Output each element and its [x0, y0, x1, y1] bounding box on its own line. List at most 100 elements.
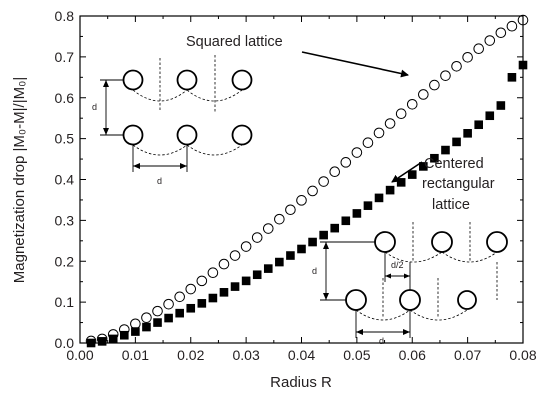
y-axis-title: Magnetization drop |M₀-M|/|M₀|: [11, 77, 28, 283]
open-circle-point: [163, 298, 174, 310]
open-circle-point: [373, 127, 385, 139]
open-circle-point: [384, 118, 396, 129]
y-tick-label: 0.6: [55, 90, 75, 106]
filled-square-point: [297, 244, 306, 254]
open-circle-point: [351, 147, 363, 158]
open-circle-point: [406, 98, 418, 110]
open-circle-point: [429, 79, 440, 91]
filled-square-point: [219, 288, 229, 297]
x-axis-title: Radius R: [270, 374, 332, 391]
filled-square-point: [97, 337, 107, 346]
filled-square-point: [430, 153, 439, 163]
x-tick-label: 0.00: [66, 347, 93, 363]
filled-square-point: [352, 209, 362, 218]
domain-boundaries: [132, 55, 243, 156]
y-tick-label: 0.2: [55, 253, 75, 269]
domain-boundaries: [355, 222, 498, 321]
inset-circle: [345, 289, 367, 311]
open-circle-point: [218, 258, 230, 270]
open-circle-point: [506, 20, 518, 32]
filled-square-point: [164, 313, 173, 323]
open-circle-point: [174, 291, 185, 303]
annotation-centered-line2: rectangular: [422, 176, 495, 192]
centered-inset-horizontal-label: d: [379, 336, 384, 346]
square-inset-horizontal-label: d: [157, 176, 162, 186]
inset-dimension-lines: [100, 79, 188, 172]
open-circle-point: [185, 283, 197, 295]
x-tick-label: 0.06: [399, 347, 426, 363]
open-circle-point: [152, 305, 163, 317]
centered-inset-vertical-label: d: [312, 266, 317, 276]
open-circle-point: [130, 318, 141, 330]
annotation-arrow-squared: [301, 51, 409, 78]
open-circle-point: [141, 312, 152, 323]
x-tick-label: 0.02: [177, 347, 204, 363]
filled-square-point: [131, 327, 140, 336]
inset-circle: [457, 290, 477, 310]
filled-square-point: [441, 145, 450, 155]
filled-square-point: [419, 162, 428, 171]
filled-square-point: [363, 201, 373, 210]
filled-square-point: [230, 282, 240, 291]
y-tick-label: 0.3: [55, 212, 75, 228]
open-circle-point: [440, 70, 451, 81]
filled-square-point: [208, 293, 218, 303]
filled-square-point: [496, 101, 506, 110]
centered-inset-half-label: d/2: [391, 260, 404, 270]
open-circle-point: [418, 89, 429, 100]
y-tick-label: 0.1: [55, 294, 75, 310]
filled-square-point: [319, 230, 328, 240]
filled-square-point: [153, 318, 162, 327]
filled-square-point: [175, 308, 184, 318]
filled-square-point: [341, 216, 351, 226]
y-tick-label: 0.8: [55, 8, 75, 24]
x-tick-label: 0.05: [343, 347, 370, 363]
annotation-arrow-centered: [391, 161, 423, 183]
filled-square-point: [330, 223, 340, 233]
open-circle-point: [251, 232, 263, 243]
y-tick-label: 0.4: [55, 172, 75, 188]
x-tick-label: 0.08: [509, 347, 536, 363]
filled-square-point: [252, 270, 262, 280]
open-circle-point: [495, 27, 507, 39]
open-circle-point: [473, 43, 485, 55]
x-tick-label: 0.07: [454, 347, 481, 363]
centered-lattice-inset: [320, 222, 508, 338]
filled-square-point: [407, 170, 417, 179]
series-squared-lattice: [85, 14, 529, 347]
inset-circle: [176, 69, 198, 91]
x-tick-label: 0.01: [122, 347, 149, 363]
filled-square-point: [452, 137, 461, 147]
filled-square-point: [241, 276, 251, 286]
open-circle-point: [307, 185, 318, 197]
y-tick-label: 0.0: [55, 335, 75, 351]
open-circle-point: [262, 223, 274, 234]
filled-square-point: [142, 322, 151, 332]
square-lattice-inset: [100, 55, 253, 172]
annotation-centered-line3: lattice: [432, 197, 470, 213]
open-circle-point: [395, 108, 407, 119]
filled-square-point: [263, 264, 273, 273]
inset-circle: [399, 289, 421, 311]
open-circle-point: [207, 267, 219, 278]
tick-layer: 0.00 0.01 0.02 0.03 0.04 0.05 0.06 0.07 0.08 0.0 0…: [55, 8, 537, 363]
inset-circle: [122, 69, 144, 91]
x-tick-label: 0.04: [288, 347, 315, 363]
filled-square-point: [385, 185, 395, 195]
filled-square-point: [463, 129, 472, 138]
open-circle-point: [362, 137, 374, 149]
inset-circle: [231, 124, 253, 146]
filled-square-point: [286, 251, 295, 260]
open-circle-point: [462, 51, 473, 63]
y-tick-label: 0.7: [55, 49, 75, 65]
open-circle-point: [296, 195, 307, 206]
open-circle-point: [340, 157, 352, 168]
filled-square-point: [120, 330, 129, 340]
inset-circle: [374, 231, 396, 253]
x-tick-label: 0.03: [233, 347, 260, 363]
inset-circle: [231, 69, 253, 91]
inset-arrowheads: [323, 242, 410, 335]
filled-square-point: [396, 178, 406, 187]
open-circle-point: [285, 204, 296, 216]
